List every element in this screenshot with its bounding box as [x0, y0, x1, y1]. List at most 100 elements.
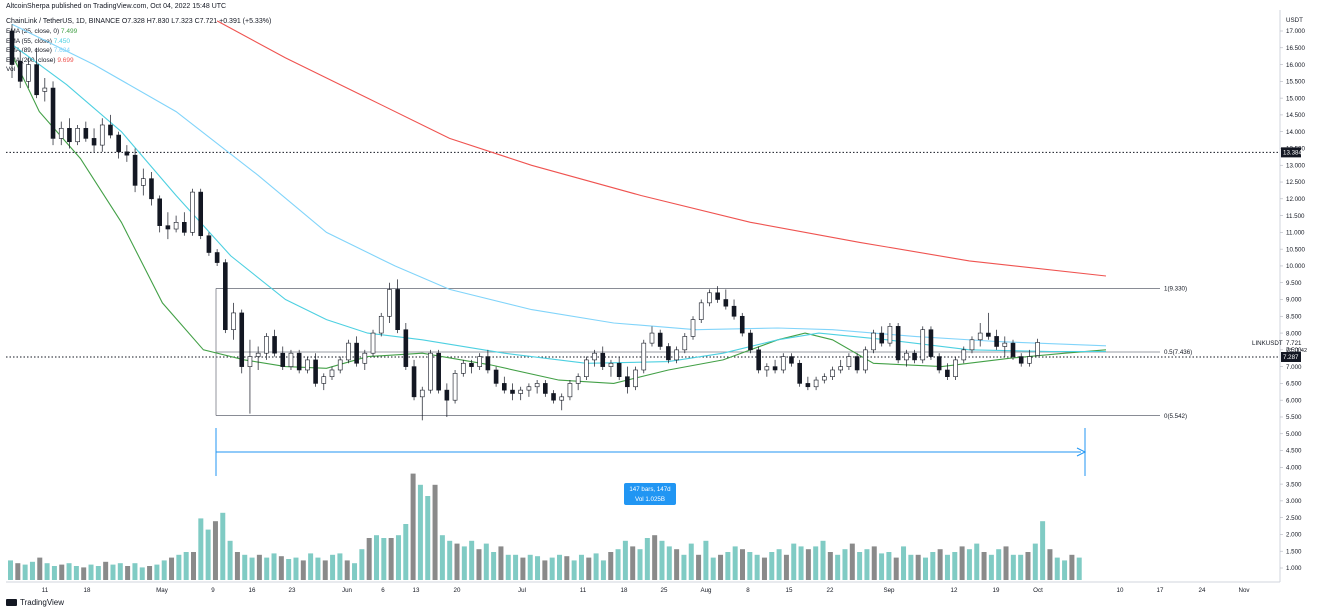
candle-body	[157, 198, 162, 226]
candle-body	[26, 64, 31, 82]
candle-body	[690, 319, 696, 337]
volume-bar	[944, 554, 950, 580]
x-tick-label: 6	[381, 587, 385, 594]
x-tick-label: Oct	[1033, 587, 1043, 594]
fib-level-label: 1(9.330)	[1164, 286, 1187, 293]
candle-body	[42, 87, 48, 92]
volume-bar	[308, 553, 314, 580]
volume-bar	[381, 538, 387, 580]
y-tick-label: 6.000	[1286, 397, 1302, 404]
candle-body	[116, 134, 121, 153]
indicator-row[interactable]: EMA (89, close) 7.624	[6, 46, 77, 56]
volume-bar	[15, 563, 21, 580]
candle-body	[91, 138, 97, 146]
volume-bar	[652, 535, 658, 580]
volume-bar	[1040, 521, 1046, 580]
candle-body	[731, 305, 737, 317]
volume-bar	[710, 557, 716, 580]
y-tick-label: 15.500	[1286, 79, 1305, 86]
volume-bar	[549, 557, 555, 580]
candle-body	[1010, 342, 1016, 357]
indicator-row[interactable]: EMA (55, close) 7.450	[6, 37, 77, 47]
volume-bar	[622, 540, 628, 580]
candle-body	[9, 30, 15, 65]
candle-body	[682, 336, 688, 351]
candle-body	[50, 87, 56, 139]
volume-bar	[110, 564, 116, 580]
candle-body	[58, 128, 64, 139]
countdown-label: 08:11:42	[1286, 348, 1307, 354]
x-tick-label: 10	[1117, 587, 1124, 594]
volume-bar	[505, 554, 511, 580]
volume-bar	[183, 552, 189, 580]
volume-bar	[337, 553, 343, 580]
volume-bar	[988, 554, 994, 580]
indicator-row[interactable]: EMA (25, close, 0) 7.499	[6, 27, 77, 37]
volume-bar	[1010, 554, 1016, 580]
volume-bar	[1069, 554, 1075, 580]
volume-bar	[37, 557, 43, 580]
candle-body	[920, 329, 926, 361]
candle-body	[182, 222, 187, 233]
candle-body	[329, 369, 335, 377]
volume-bar	[403, 524, 409, 580]
y-tick-label: 11.500	[1286, 213, 1305, 220]
y-tick-label: 16.000	[1286, 62, 1305, 69]
candle-body	[567, 383, 573, 398]
candle-body	[165, 225, 171, 230]
volume-bar	[73, 566, 79, 580]
candle-body	[936, 356, 942, 371]
volume-bar	[205, 529, 211, 580]
candle-body	[255, 352, 261, 357]
candle-body	[666, 346, 671, 361]
volume-bar	[740, 549, 745, 580]
candle-body	[411, 366, 417, 398]
y-tick-label: 6.500	[1286, 381, 1302, 388]
horizontal-level-label: 13.384	[1283, 150, 1302, 157]
candle-body	[887, 326, 893, 344]
volume-bar	[754, 554, 760, 580]
y-tick-label: 14.500	[1286, 112, 1305, 119]
candle-body	[1002, 342, 1008, 347]
horizontal-level-tag	[1281, 351, 1301, 362]
volume-bar	[264, 557, 270, 580]
x-tick-label: 18	[84, 587, 91, 594]
indicator-row[interactable]: Vol	[6, 65, 77, 75]
indicator-label: EMA (89, close)	[6, 47, 54, 55]
volume-bar	[996, 549, 1002, 580]
y-tick-label: 9.500	[1286, 280, 1302, 287]
candle-body	[272, 336, 277, 354]
volume-bar	[344, 560, 350, 580]
candle-body	[387, 289, 392, 317]
volume-bar	[439, 535, 445, 580]
candle-body	[313, 359, 318, 384]
volume-bar	[59, 564, 65, 580]
volume-bar	[981, 552, 987, 580]
x-tick-label: Aug	[700, 587, 712, 594]
volume-bar	[776, 549, 782, 580]
volume-bar	[937, 549, 943, 580]
volume-bar	[959, 546, 965, 580]
volume-bar	[732, 546, 738, 580]
x-tick-label: Nov	[1238, 587, 1250, 594]
candle-body	[239, 312, 245, 367]
volume-bar	[271, 553, 277, 580]
candle-body	[362, 352, 368, 364]
candle-body	[99, 124, 105, 146]
volume-bar	[469, 540, 475, 580]
volume-bar	[234, 552, 240, 580]
y-tick-label: 8.000	[1286, 330, 1302, 337]
candle-body	[288, 352, 294, 367]
y-tick-label: 1.500	[1286, 548, 1302, 555]
indicator-row[interactable]: EMA (200, close) 9.699	[6, 56, 77, 66]
volume-bar	[798, 546, 804, 580]
candle-body	[748, 332, 753, 351]
symbol-name[interactable]: ChainLink / TetherUS, 1D, BINANCE	[6, 18, 120, 25]
candle-body	[1018, 356, 1024, 364]
indicator-value: 7.624	[53, 47, 70, 55]
candle-body	[584, 359, 589, 377]
volume-bar	[95, 566, 101, 580]
volume-bar	[1003, 546, 1009, 580]
volume-bar	[901, 546, 907, 580]
